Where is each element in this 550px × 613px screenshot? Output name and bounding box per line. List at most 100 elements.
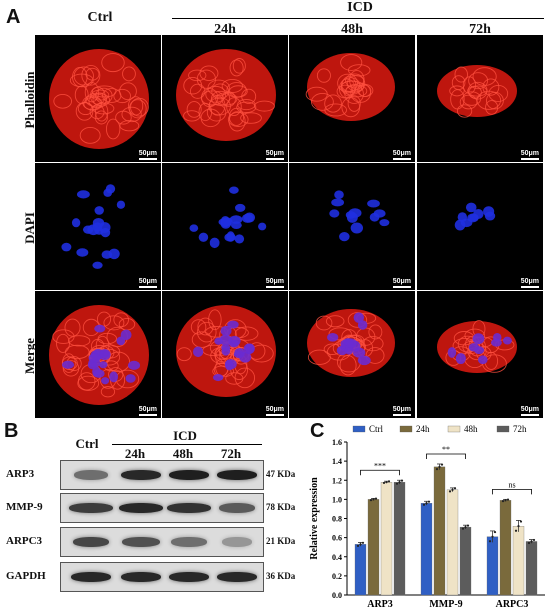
group-underline — [172, 18, 544, 19]
data-point — [491, 535, 494, 538]
bar — [420, 503, 433, 596]
blot-band — [121, 470, 161, 480]
micro-tile-merge-48h: 50μm — [289, 291, 415, 418]
scale-bar-line — [138, 414, 157, 416]
micro-tile-merge-24h: 50μm — [162, 291, 288, 418]
micro-tile-merge-ctrl: 50μm — [35, 291, 161, 418]
scale-bar: 50μm — [392, 406, 411, 416]
scale-bar-line — [520, 414, 539, 416]
y-tick-label: 1.6 — [332, 438, 342, 447]
significance-bracket — [360, 469, 400, 476]
legend-label: Ctrl — [369, 424, 384, 434]
scale-bar: 50μm — [520, 278, 539, 288]
significance-bracket — [426, 453, 466, 459]
blot-band — [217, 470, 257, 480]
scale-bar-label: 50μm — [138, 278, 157, 285]
blot-strip-arpc3 — [60, 527, 264, 557]
blot-band — [119, 503, 163, 513]
blot-band — [122, 537, 160, 547]
data-point — [374, 497, 378, 500]
blot-label-arpc3: ARPC3 — [6, 535, 43, 547]
blot-header-48h: 48h — [172, 446, 194, 461]
blot-band — [69, 503, 113, 513]
bar — [354, 544, 367, 596]
data-point — [461, 527, 465, 530]
significance-bracket — [492, 488, 532, 495]
scale-bar-label: 50μm — [520, 406, 539, 413]
data-point — [488, 540, 492, 543]
data-point — [395, 482, 399, 485]
blot-band — [217, 572, 257, 582]
bar — [433, 466, 446, 596]
y-tick-label: 1.2 — [332, 476, 342, 485]
data-point — [506, 498, 510, 501]
panel-a-letter: A — [6, 6, 21, 28]
scale-bar-line — [265, 414, 284, 416]
blot-group-underline — [112, 444, 262, 445]
y-tick-label: 1.0 — [332, 495, 342, 504]
scale-bar: 50μm — [265, 406, 284, 416]
scale-bar-label: 50μm — [138, 150, 157, 157]
data-point — [464, 526, 467, 529]
bar — [486, 536, 499, 596]
data-point — [527, 541, 531, 545]
y-tick-label: 0.2 — [332, 572, 342, 581]
bar — [499, 500, 512, 596]
blot-kda-gapdh: 36 KDa — [266, 571, 296, 581]
y-axis-label: Relative expression — [309, 477, 320, 560]
legend-label: 72h — [513, 424, 527, 434]
data-point — [501, 499, 505, 503]
data-point — [493, 530, 497, 534]
scale-bar-line — [392, 286, 411, 288]
blot-kda-mmp-9: 78 KDa — [266, 502, 296, 512]
scale-bar-label: 50μm — [392, 278, 411, 285]
bar — [459, 526, 472, 596]
x-tick-label: MMP-9 — [429, 599, 462, 610]
data-point — [453, 487, 457, 490]
blot-header-72h: 72h — [220, 446, 242, 461]
bar — [393, 482, 406, 596]
blot-band — [74, 470, 108, 480]
blot-group-icd: ICD — [173, 428, 197, 443]
significance-label: *** — [374, 461, 386, 470]
blot-band — [121, 572, 161, 582]
x-tick-label: ARP3 — [367, 599, 393, 610]
bar — [367, 499, 380, 596]
scale-bar-line — [138, 158, 157, 160]
col-header-48h: 48h — [341, 22, 363, 37]
scale-bar: 50μm — [520, 150, 539, 160]
scale-bar-line — [265, 286, 284, 288]
col-header-24h: 24h — [214, 22, 236, 37]
data-point — [387, 480, 391, 483]
y-tick-label: 1.4 — [332, 457, 342, 466]
scale-bar: 50μm — [520, 406, 539, 416]
data-point — [435, 468, 439, 471]
scale-bar-line — [520, 286, 539, 288]
data-point — [451, 488, 454, 491]
legend-label: 48h — [464, 424, 478, 434]
blot-band — [219, 503, 255, 513]
blot-band — [171, 537, 207, 547]
legend-swatch — [496, 425, 510, 433]
scale-bar-label: 50μm — [138, 406, 157, 413]
data-point — [400, 479, 404, 482]
blot-band — [167, 503, 211, 513]
blot-strip-gapdh — [60, 562, 264, 592]
bar — [446, 489, 459, 596]
data-point — [369, 499, 373, 502]
data-point — [530, 540, 533, 543]
scale-bar-label: 50μm — [265, 150, 284, 157]
x-tick-label: ARPC3 — [496, 599, 529, 610]
data-point — [372, 498, 375, 501]
blot-band — [222, 537, 252, 547]
data-point — [398, 481, 401, 484]
blot-kda-arp3: 47 KDa — [266, 469, 296, 479]
bar — [512, 526, 525, 596]
data-point — [425, 502, 428, 505]
scale-bar: 50μm — [392, 278, 411, 288]
blot-band — [169, 572, 209, 582]
data-point — [519, 520, 523, 523]
bar — [525, 541, 538, 596]
data-point — [356, 544, 360, 547]
data-point — [422, 503, 426, 506]
